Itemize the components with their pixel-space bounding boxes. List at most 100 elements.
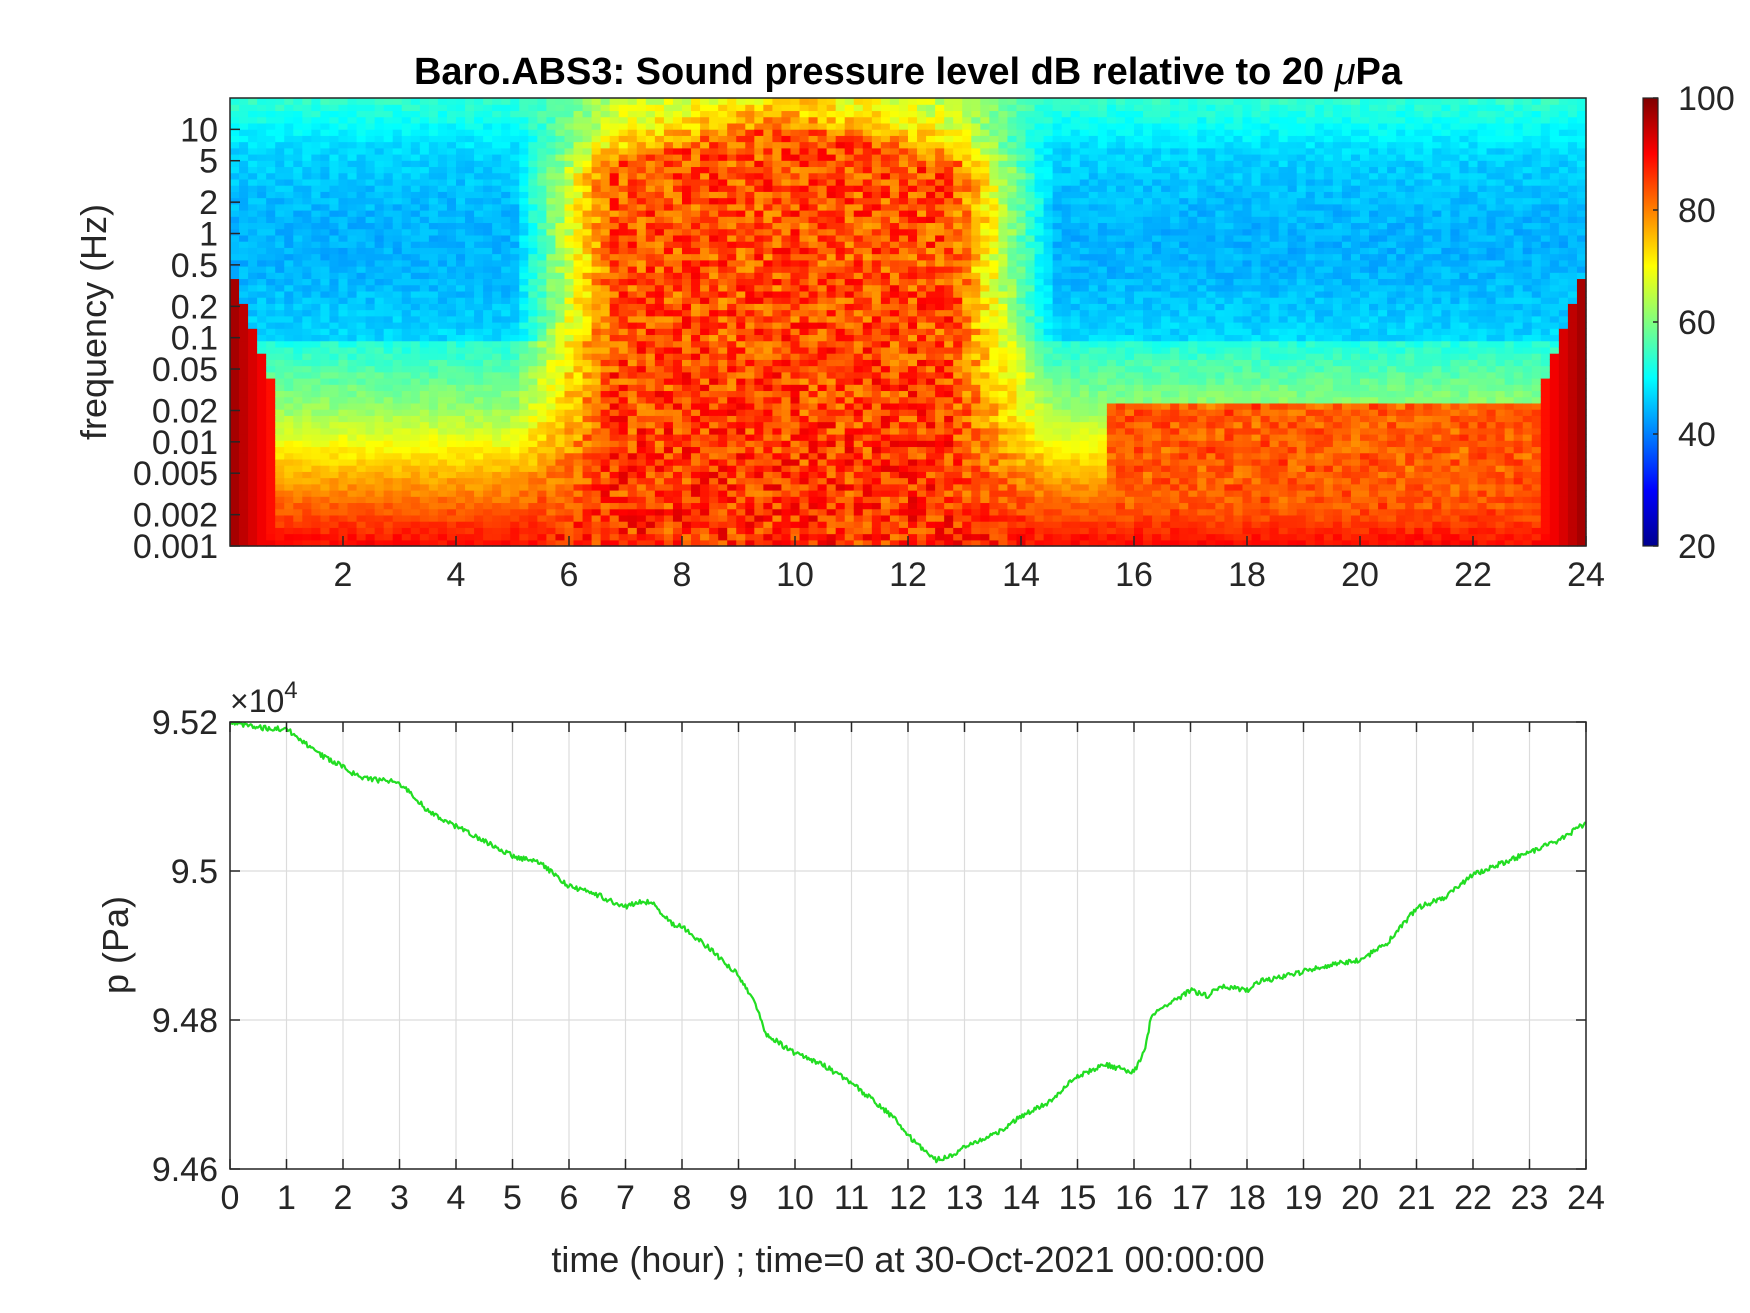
spectrogram-cell (483, 496, 493, 504)
spectrogram-cell (437, 166, 448, 174)
spectrogram-cell (627, 322, 638, 329)
spectrogram-cell (772, 322, 783, 329)
spectrogram-cell (410, 477, 421, 485)
spectrogram-cell (672, 315, 683, 323)
spectrogram-cell (817, 290, 828, 298)
spectrogram-cell (718, 434, 728, 441)
spectrogram-cell (428, 434, 439, 441)
spectrogram-cell (501, 496, 511, 504)
spectrogram-cell (645, 172, 656, 180)
spectrogram-cell (437, 315, 448, 323)
spectrogram-cell (311, 527, 321, 535)
spectrogram-cell (474, 527, 484, 535)
spectrogram-cell (266, 359, 276, 367)
spectrogram-cell (781, 222, 792, 230)
spectrogram-cell (275, 533, 285, 541)
spectrogram-cell (428, 278, 439, 286)
spectrogram-cell (510, 421, 520, 429)
spectrogram-cell (329, 147, 340, 155)
spectrogram-cell (284, 452, 294, 460)
spectrogram-cell (817, 259, 828, 267)
spectrogram-cell (401, 508, 412, 516)
spectrogram-cell (437, 110, 448, 118)
spectrogram-cell (700, 141, 710, 149)
spectrogram-cell (356, 234, 367, 242)
spectrogram-cell (682, 434, 692, 441)
spectrogram-cell (772, 297, 783, 304)
spectrogram-cell (383, 514, 394, 522)
spectrogram-cell (654, 421, 665, 429)
spectrogram-cell (465, 427, 475, 435)
spectrogram-cell (519, 247, 529, 255)
spectrogram-cell (808, 278, 819, 286)
spectrogram-cell (808, 415, 819, 423)
spectrogram-cell (600, 328, 611, 336)
spectrogram-cell (718, 371, 728, 379)
spectrogram-cell (392, 458, 403, 466)
spectrogram-cell (718, 427, 728, 435)
spectrogram-cell (745, 409, 755, 416)
spectrogram-cell (826, 104, 837, 112)
spectrogram-cell (844, 440, 855, 448)
spectrogram-cell (483, 116, 493, 124)
spectrogram-cell (293, 191, 303, 199)
spectrogram-cell (275, 191, 285, 199)
spectrogram-cell (736, 521, 746, 528)
spectrogram-cell (763, 533, 773, 541)
spectrogram-cell (266, 353, 276, 360)
spectrogram-cell (293, 172, 303, 180)
spectrogram-cell (790, 359, 801, 367)
spectrogram-cell (483, 353, 493, 360)
spectrogram-cell (284, 284, 294, 292)
spectrogram-cell (546, 483, 557, 491)
spectrogram-cell (844, 259, 855, 267)
spectrogram-cell (555, 533, 566, 541)
spectrogram-cell (329, 390, 340, 398)
spectrogram-cell (428, 178, 439, 186)
spectrogram-cell (645, 465, 656, 472)
spectrogram-cell (320, 340, 331, 348)
spectrogram-cell (483, 290, 493, 298)
spectrogram-cell (772, 266, 783, 273)
spectrogram-cell (248, 172, 258, 180)
spectrogram-cell (591, 185, 602, 192)
spectrogram-cell (808, 290, 819, 298)
spectrogram-cell (754, 129, 764, 136)
spectrogram-cell (591, 334, 602, 342)
spectrogram-cell (446, 247, 457, 255)
spectrogram-cell (808, 396, 819, 404)
spectrogram-cell (573, 297, 584, 304)
spectrogram-cell (627, 471, 638, 479)
spectrogram-cell (338, 197, 349, 205)
spectrogram-cell (591, 371, 602, 379)
spectrogram-cell (275, 415, 285, 423)
spectrogram-cell (347, 440, 358, 448)
spectrogram-cell (654, 290, 665, 298)
spectrogram-cell (365, 241, 376, 248)
spectrogram-cell (537, 371, 547, 379)
spectrogram-cell (293, 359, 303, 367)
spectrogram-cell (718, 471, 728, 479)
spectrogram-cell (682, 297, 692, 304)
spectrogram-cell (745, 483, 755, 491)
spectrogram-cell (465, 533, 475, 541)
spectrogram-cell (510, 353, 520, 360)
spectrogram-cell (392, 147, 403, 155)
spectrogram-cell (510, 521, 520, 528)
spectrogram-cell (691, 166, 701, 174)
spectrogram-cell (700, 496, 710, 504)
spectrogram-cell (510, 297, 520, 304)
spectrogram-cell (672, 197, 683, 205)
spectrogram-cell (257, 477, 267, 485)
spectrogram-cell (663, 303, 674, 311)
spectrogram-cell (600, 465, 611, 472)
spectrogram-cell (465, 197, 475, 205)
spectrogram-cell (736, 104, 746, 112)
spectrogram-cell (790, 160, 801, 168)
spectrogram-cell (763, 116, 773, 124)
spectrogram-cell (428, 533, 439, 541)
spectrogram-cell (456, 340, 466, 348)
spectrogram-cell (790, 434, 801, 441)
spectrogram-cell (293, 471, 303, 479)
spectrogram-cell (591, 328, 602, 336)
